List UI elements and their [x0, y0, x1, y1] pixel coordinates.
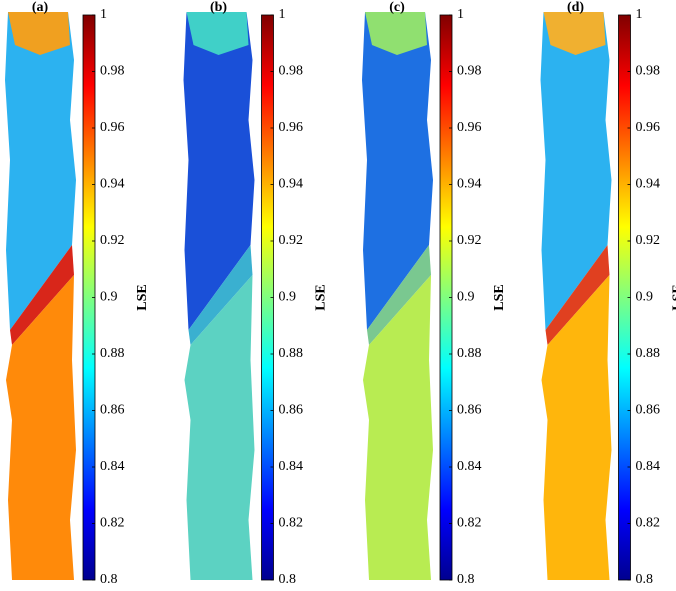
- map-lower: [184, 275, 255, 580]
- colorbar-tick-label: 0.82: [636, 516, 661, 531]
- colorbar-label: LSE: [492, 284, 507, 310]
- panel-label: (d): [567, 0, 584, 15]
- colorbar-tick-label: 0.96: [636, 120, 661, 135]
- colorbar-tick-label: 0.98: [100, 64, 125, 79]
- colorbar-tick-label: 0.88: [457, 346, 482, 361]
- map-lower: [6, 275, 76, 580]
- colorbar-tick-label: 0.96: [100, 120, 125, 135]
- colorbar-tick-label: 0.9: [279, 290, 297, 305]
- colorbar-tick-label: 1: [279, 7, 286, 22]
- colorbar-tick-label: 0.9: [457, 290, 475, 305]
- colorbar-tick-label: 0.98: [457, 64, 482, 79]
- colorbar-tick-label: 0.86: [457, 403, 482, 418]
- colorbar-label: LSE: [135, 284, 150, 310]
- colorbar-tick-label: 0.94: [457, 177, 482, 192]
- map-upper: [540, 12, 612, 330]
- colorbar-tick-label: 0.98: [636, 64, 661, 79]
- map-band: [10, 245, 74, 345]
- colorbar-tick-label: 0.86: [636, 403, 661, 418]
- colorbar-label: LSE: [671, 284, 676, 310]
- colorbar-tick-label: 0.86: [100, 403, 125, 418]
- panel: 0.8 0.82 0.84 0.86 0.88 0.9 0.92 0.94 0.96 0.98 1 L…: [540, 0, 676, 587]
- colorbar-tick-label: 0.84: [457, 459, 482, 474]
- colorbar-tick-label: 0.82: [100, 516, 125, 531]
- map-lower: [541, 275, 612, 580]
- panel: 0.8 0.82 0.84 0.86 0.88 0.9 0.92 0.94 0.96 0.98 1 L…: [362, 0, 507, 587]
- colorbar-tick-label: 0.84: [636, 459, 661, 474]
- map-band: [367, 245, 431, 345]
- map-band: [545, 245, 610, 345]
- colorbar-tick-label: 0.92: [279, 233, 304, 248]
- panel-label: (b): [210, 0, 227, 15]
- map-top: [186, 12, 249, 55]
- colorbar-tick-label: 0.96: [457, 120, 482, 135]
- colorbar-tick-label: 1: [636, 7, 643, 22]
- colorbar-tick-label: 0.84: [100, 459, 125, 474]
- colorbar-tick-label: 0.8: [636, 572, 654, 587]
- map-upper: [362, 12, 433, 330]
- colorbar-tick-label: 0.8: [100, 572, 118, 587]
- colorbar-tick-label: 0.94: [279, 177, 304, 192]
- colorbar-tick-label: 0.9: [100, 290, 118, 305]
- colorbar-tick-label: 0.88: [636, 346, 661, 361]
- colorbar-tick-label: 0.98: [279, 64, 304, 79]
- colorbar-label: LSE: [314, 284, 329, 310]
- colorbar-tick-label: 0.96: [279, 120, 304, 135]
- panel: 0.8 0.82 0.84 0.86 0.88 0.9 0.92 0.94 0.96 0.98 1 L…: [183, 0, 329, 587]
- colorbar-tick-label: 0.88: [100, 346, 125, 361]
- colorbar-tick-label: 0.94: [100, 177, 125, 192]
- colorbar-tick-label: 1: [457, 7, 464, 22]
- map-band: [188, 245, 253, 345]
- map-top: [543, 12, 606, 55]
- colorbar-tick-label: 0.88: [279, 346, 304, 361]
- colorbar-tick-label: 0.86: [279, 403, 304, 418]
- map-upper: [5, 12, 76, 330]
- colorbar-tick-label: 0.94: [636, 177, 661, 192]
- colorbar-tick-label: 0.84: [279, 459, 304, 474]
- colorbar-tick-label: 1: [100, 7, 107, 22]
- colorbar-tick-label: 0.92: [636, 233, 661, 248]
- colorbar-tick-label: 0.9: [636, 290, 654, 305]
- colorbar-tick-label: 0.92: [100, 233, 125, 248]
- panel-label: (a): [32, 0, 49, 15]
- map-top: [8, 12, 70, 55]
- colorbar-tick-label: 0.82: [457, 516, 482, 531]
- map-lower: [363, 275, 433, 580]
- colorbar-tick-label: 0.8: [279, 572, 297, 587]
- colorbar-tick-label: 0.8: [457, 572, 475, 587]
- colorbar-tick-label: 0.92: [457, 233, 482, 248]
- panel: 0.8 0.82 0.84 0.86 0.88 0.9 0.92 0.94 0.96 0.98 1 L…: [5, 0, 150, 587]
- colorbar-tick-label: 0.82: [279, 516, 304, 531]
- map-top: [365, 12, 427, 55]
- map-upper: [183, 12, 255, 330]
- panel-label: (c): [389, 0, 405, 15]
